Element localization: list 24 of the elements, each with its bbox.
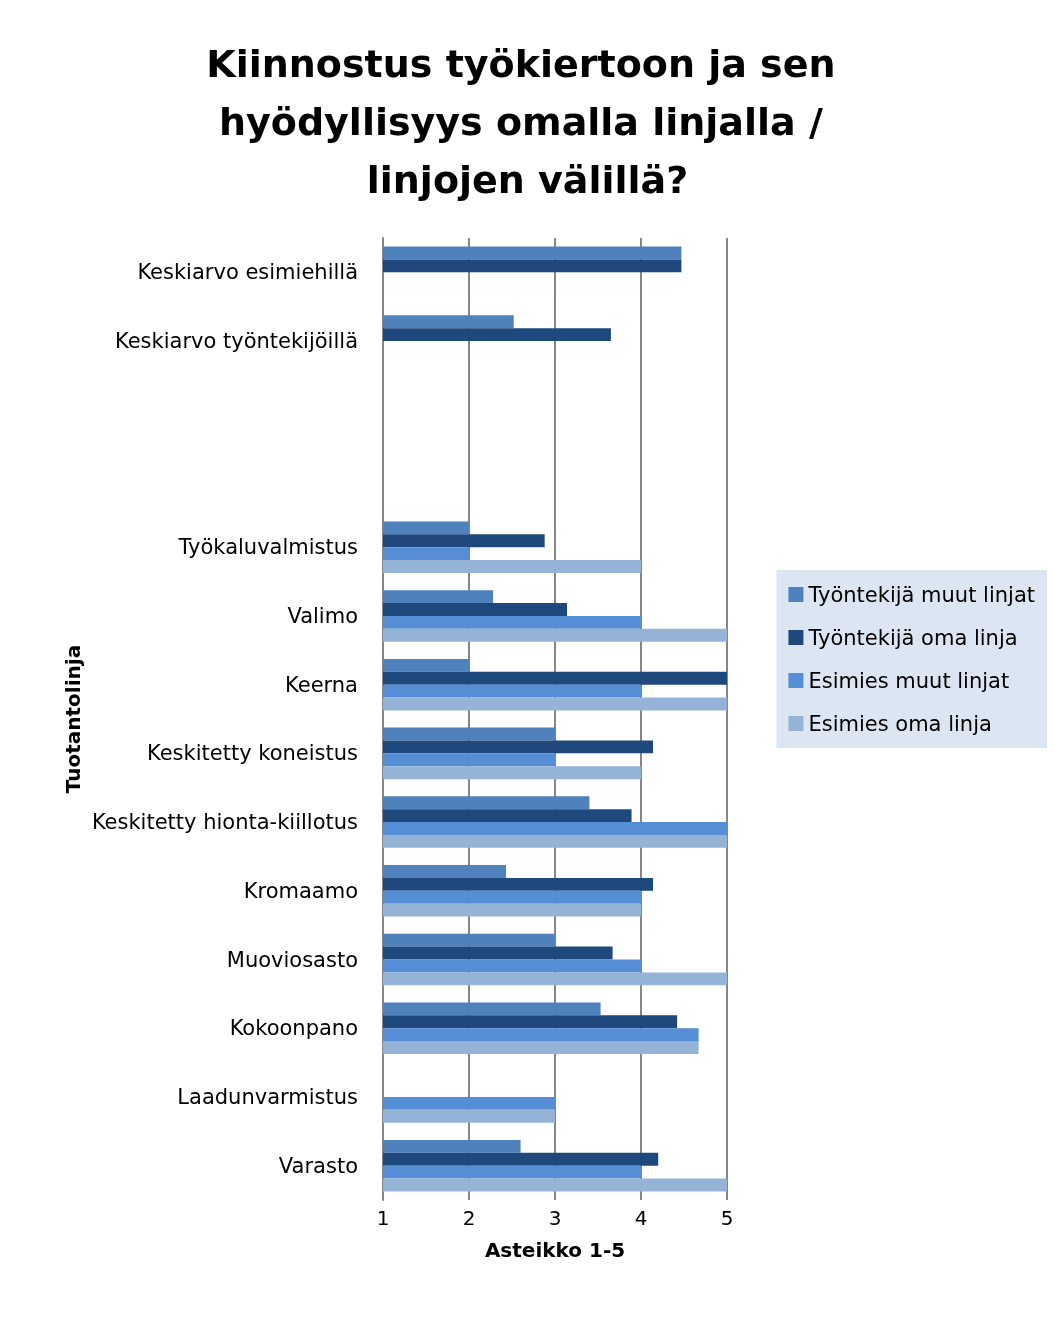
x-tick-label: 3 [548,1206,562,1230]
y-tick-label: Varasto [278,1153,358,1178]
x-tick-label: 1 [376,1206,390,1230]
y-axis-title: Tuotantolinja [61,644,85,794]
y-tick-label: Keskiarvo työntekijöillä [114,329,358,354]
x-tick-label: 4 [634,1206,648,1230]
y-tick-label: Valimo [287,603,358,628]
legend-label: Esimies muut linjat [808,668,1010,693]
y-tick-label: Laadunvarmistus [177,1084,358,1109]
y-tick-label: Kromaamo [243,878,358,903]
x-tick-label: 2 [462,1206,476,1230]
legend-label: Esimies oma linja [808,711,992,736]
legend-label: Työntekijä oma linja [807,625,1018,650]
legend-label: Työntekijä muut linjat [807,582,1036,607]
y-tick-label: Kokoonpano [229,1016,358,1041]
y-tick-label: Keskitetty hionta-kiillotus [91,810,358,835]
y-tick-label: Työkaluvalmistus [177,535,358,560]
y-tick-label: Keskitetty koneistus [146,741,358,766]
x-tick-label: 5 [720,1206,734,1230]
x-axis-title: Asteikko 1-5 [484,1238,626,1262]
y-tick-label: Keerna [284,672,358,697]
y-tick-label: Keskiarvo esimiehillä [137,260,358,285]
chart-title: Kiinnostus työkiertoon ja sen hyödyllisyys omalla linjalla / linjojen välillä? [206,42,849,202]
y-tick-label: Muoviosasto [226,947,358,972]
